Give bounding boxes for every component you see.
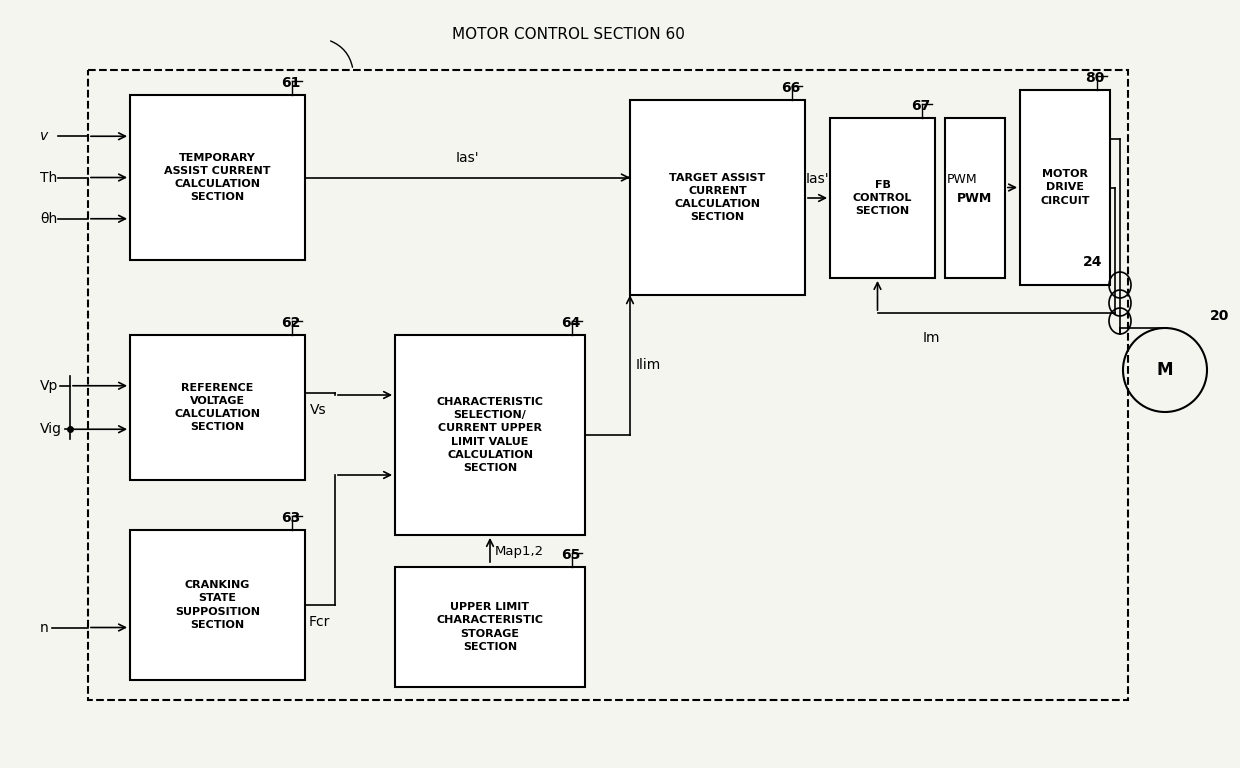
Text: Ias': Ias'	[806, 172, 830, 186]
Bar	[1021, 90, 1110, 285]
Text: 62: 62	[280, 316, 300, 330]
Bar	[830, 118, 935, 278]
Text: 63: 63	[280, 511, 300, 525]
Text: FB
CONTROL
SECTION: FB CONTROL SECTION	[853, 180, 913, 217]
Text: 67: 67	[910, 99, 930, 113]
Bar	[88, 70, 1128, 700]
Bar	[130, 95, 305, 260]
Text: Ilim: Ilim	[636, 358, 661, 372]
Text: CRANKING
STATE
SUPPOSITION
SECTION: CRANKING STATE SUPPOSITION SECTION	[175, 580, 260, 630]
Text: 66: 66	[781, 81, 800, 95]
Text: MOTOR
DRIVE
CIRCUIT: MOTOR DRIVE CIRCUIT	[1040, 169, 1090, 206]
Text: 20: 20	[1210, 309, 1229, 323]
Text: θh: θh	[40, 212, 57, 226]
Text: v: v	[40, 129, 48, 144]
Text: Vs: Vs	[310, 403, 326, 417]
Text: Im: Im	[923, 331, 940, 345]
Bar	[130, 530, 305, 680]
Bar	[130, 335, 305, 480]
Text: PWM: PWM	[957, 191, 993, 204]
Text: Ias': Ias'	[455, 151, 480, 165]
Bar	[945, 118, 1004, 278]
Text: Th: Th	[40, 170, 57, 184]
Text: 64: 64	[560, 316, 580, 330]
Text: 65: 65	[560, 548, 580, 562]
Text: UPPER LIMIT
CHARACTERISTIC
STORAGE
SECTION: UPPER LIMIT CHARACTERISTIC STORAGE SECTI…	[436, 602, 543, 652]
Bar	[396, 335, 585, 535]
Text: Fcr: Fcr	[309, 615, 330, 629]
Text: PWM: PWM	[947, 173, 977, 186]
Text: REFERENCE
VOLTAGE
CALCULATION
SECTION: REFERENCE VOLTAGE CALCULATION SECTION	[175, 382, 260, 432]
Text: 61: 61	[280, 76, 300, 90]
Text: M: M	[1157, 361, 1173, 379]
Text: MOTOR CONTROL SECTION 60: MOTOR CONTROL SECTION 60	[451, 27, 684, 42]
Text: Vig: Vig	[40, 422, 62, 436]
Bar	[396, 567, 585, 687]
Text: Vp: Vp	[40, 379, 58, 392]
Text: Map1,2: Map1,2	[495, 545, 544, 558]
Text: 80: 80	[1086, 71, 1105, 85]
Text: 24: 24	[1083, 255, 1102, 269]
Bar	[630, 100, 805, 295]
Text: TARGET ASSIST
CURRENT
CALCULATION
SECTION: TARGET ASSIST CURRENT CALCULATION SECTIO…	[670, 173, 765, 222]
Text: TEMPORARY
ASSIST CURRENT
CALCULATION
SECTION: TEMPORARY ASSIST CURRENT CALCULATION SEC…	[164, 153, 270, 202]
Text: CHARACTERISTIC
SELECTION/
CURRENT UPPER
LIMIT VALUE
CALCULATION
SECTION: CHARACTERISTIC SELECTION/ CURRENT UPPER …	[436, 397, 543, 473]
Text: n: n	[40, 621, 48, 634]
